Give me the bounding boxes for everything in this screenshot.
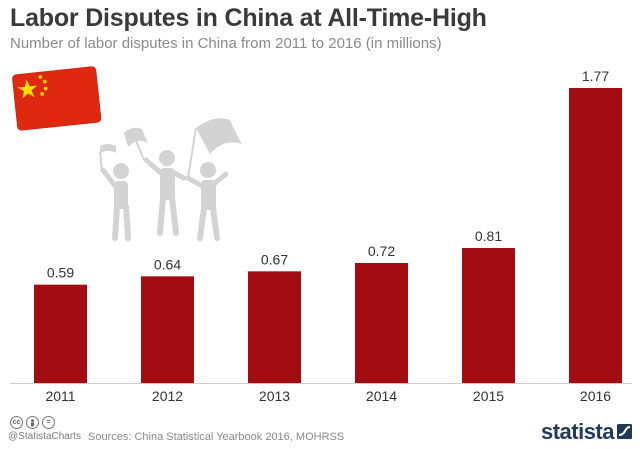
- bar-2016: [569, 88, 622, 383]
- bar-2013: [248, 271, 301, 383]
- x-tick-label-2012: 2012: [152, 388, 183, 404]
- statista-logo-icon: [617, 424, 632, 439]
- x-tick-label-2013: 2013: [259, 388, 290, 404]
- china-flag-icon: [12, 66, 102, 131]
- x-tick-label-2011: 2011: [45, 388, 75, 404]
- bar-2015: [462, 248, 515, 383]
- bars-group: 0.59 2011 0.64 2012 0.67 2013 0.72 2014 0.81 2015…: [34, 68, 622, 404]
- bar-2012: [141, 276, 194, 383]
- protesters-icon: [99, 118, 242, 241]
- x-tick-label-2014: 2014: [366, 388, 397, 404]
- x-tick-label-2015: 2015: [473, 388, 504, 404]
- value-label-2013: 0.67: [261, 251, 288, 267]
- source-note: Sources: China Statistical Yearbook 2016…: [88, 431, 345, 443]
- social-handle[interactable]: @StatistaCharts: [8, 431, 81, 442]
- person-icon: [26, 416, 39, 429]
- value-label-2014: 0.72: [368, 243, 395, 259]
- value-label-2016: 1.77: [582, 68, 609, 84]
- chart-subtitle: Number of labor disputes in China from 2…: [10, 35, 442, 52]
- equals-icon: =: [42, 416, 55, 429]
- bar-2014: [355, 263, 408, 383]
- cc-icon: cc: [10, 416, 23, 429]
- x-tick-label-2016: 2016: [580, 388, 611, 404]
- value-label-2015: 0.81: [475, 228, 502, 244]
- value-label-2012: 0.64: [154, 256, 181, 272]
- statista-logo[interactable]: statista: [540, 419, 615, 444]
- bar-2011: [34, 284, 87, 383]
- value-label-2011: 0.59: [47, 265, 74, 281]
- chart-title: Labor Disputes in China at All-Time-High: [10, 4, 487, 32]
- license-icons: cc =: [10, 416, 55, 429]
